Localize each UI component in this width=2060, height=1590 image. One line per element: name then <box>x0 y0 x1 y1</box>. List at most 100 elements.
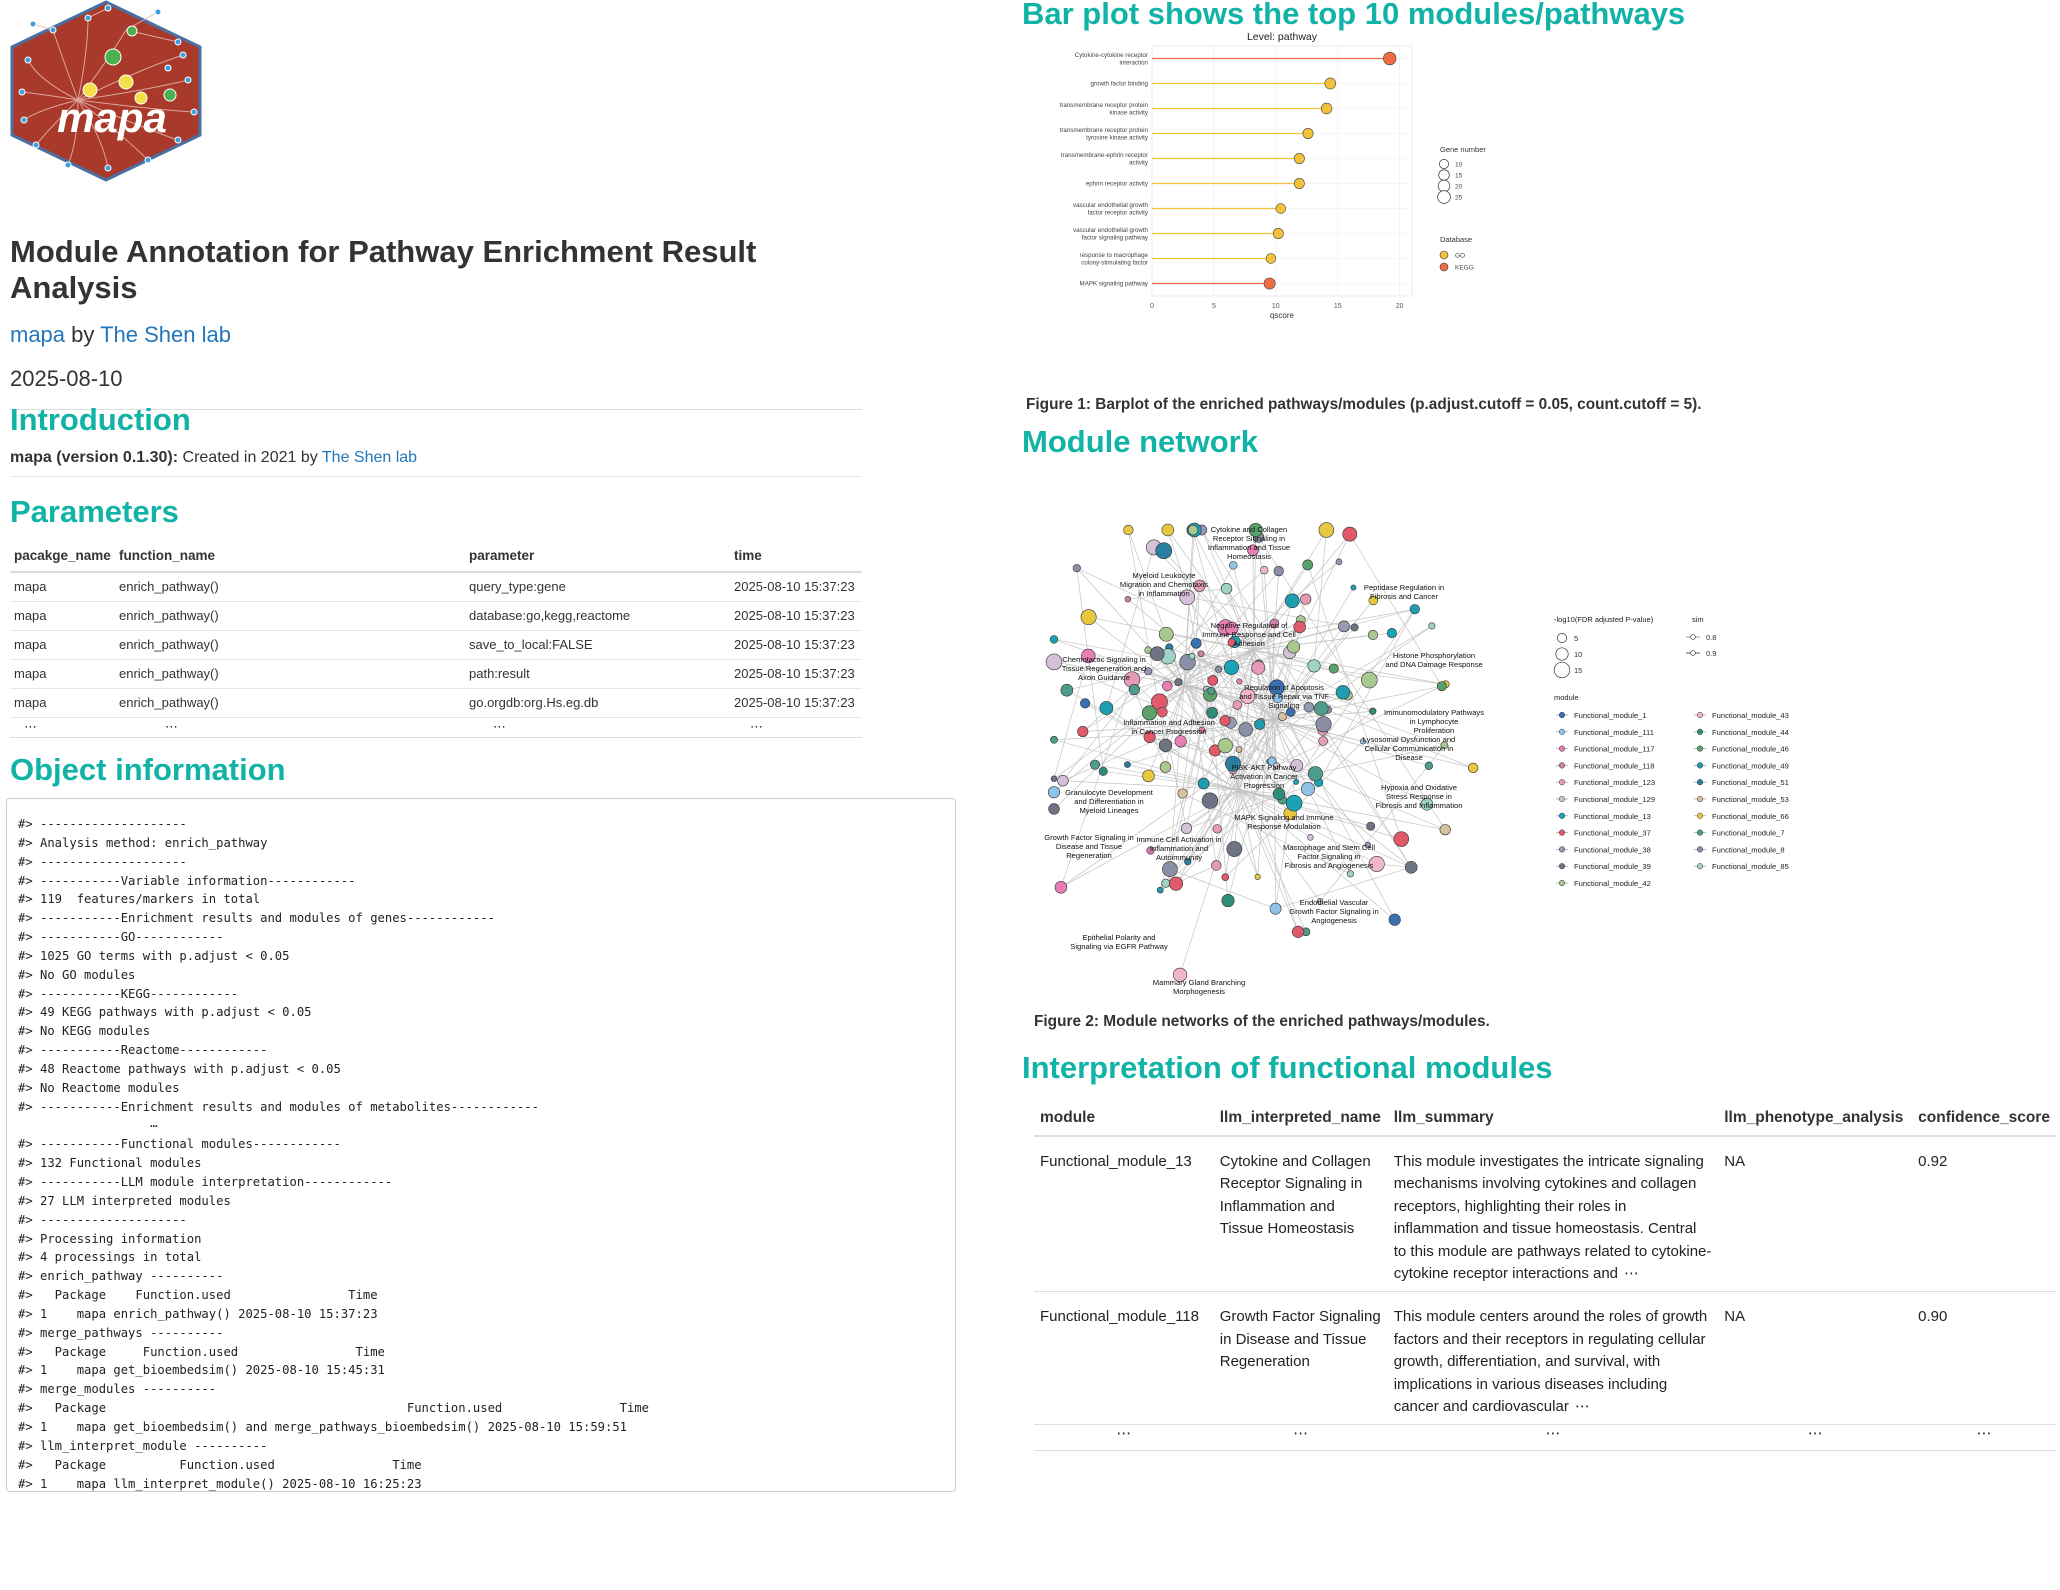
column-header: llm_interpreted_name <box>1213 1100 1388 1137</box>
network-edge <box>1053 661 1185 686</box>
network-node-label: Hypoxia and Oxidative Stress Response in F… <box>1376 783 1463 810</box>
network-node <box>1172 967 1188 982</box>
network-node-label: Chemotactic Signaling in Tissue Regenerat… <box>1062 655 1147 682</box>
network-node <box>1225 755 1241 772</box>
created-lab-link[interactable]: The Shen lab <box>321 449 418 466</box>
legend-module-key <box>1558 711 1566 719</box>
network-edge <box>1088 655 1185 686</box>
network-node <box>1302 559 1314 571</box>
network-edge <box>1238 789 1258 877</box>
network-node <box>1284 593 1300 609</box>
network-edge <box>1253 564 1308 651</box>
network-node-label: Cytokine and Collagen Receptor Signaling … <box>1208 525 1290 561</box>
network-edge <box>1060 679 1133 888</box>
y-tick-label: vascular endothelial growth factor signal… <box>1073 227 1149 241</box>
bar-point <box>1383 51 1397 66</box>
network-edge <box>1257 667 1396 920</box>
network-node <box>1424 761 1434 770</box>
table-cell-summary: This module centers around the roles of … <box>1387 1291 1719 1426</box>
network-node <box>1080 609 1097 626</box>
network-node <box>1350 584 1357 591</box>
x-tick-label: 20 <box>1396 303 1404 310</box>
network-node <box>1366 821 1376 831</box>
table-row: mapa enrich_pathway() query_type:gene 2025-… <box>10 572 862 602</box>
network-node <box>1254 719 1266 730</box>
column-header: llm_phenotype_analysis <box>1718 1100 1913 1137</box>
network-node <box>1404 861 1418 874</box>
network-node <box>1286 707 1296 717</box>
legend-module-key <box>1558 846 1566 853</box>
lab-link[interactable]: The Shen lab <box>100 322 231 347</box>
package-link[interactable]: mapa <box>10 322 66 347</box>
network-node-label: Epithelial Polarity and Signaling via EGF… <box>1070 933 1168 951</box>
bar-point <box>1324 77 1337 90</box>
legend-size-key <box>1557 633 1567 643</box>
network-node <box>1124 761 1131 768</box>
network-edge <box>1195 585 1200 644</box>
network-edge <box>1127 588 1227 600</box>
network-node <box>1077 726 1089 738</box>
code-output-text: #> -------------------- #> Analysis metho… <box>18 815 649 1493</box>
bar-point <box>1293 178 1305 189</box>
code-line: #> 132 Functional modules <box>18 1156 202 1171</box>
code-line: #> No KEGG modules <box>18 1024 151 1039</box>
network-nodes <box>1045 522 1479 982</box>
network-node-label: Inflammation and Adhesion in Cancer Progr… <box>1123 718 1215 736</box>
legend-label: 10 <box>1455 161 1463 168</box>
network-edge <box>1127 764 1240 791</box>
ellipsis-cell: ⋯ <box>1213 1424 1388 1452</box>
network-node <box>1315 716 1332 733</box>
network-edge <box>1106 707 1240 791</box>
table-cell: enrich_pathway() <box>115 630 465 660</box>
barplot-chart: Level: pathway 0 5 10 15 20 qscore Cytokine-cyt… <box>1060 31 1487 320</box>
network-node <box>1187 524 1199 536</box>
bar-point <box>1320 102 1333 115</box>
legend-module-key <box>1558 779 1566 786</box>
table-cell: enrich_pathway() <box>115 688 465 718</box>
byline-by: by <box>65 322 101 347</box>
legend-label: Functional_module_117 <box>1574 745 1655 754</box>
network-node <box>1080 698 1091 709</box>
legend-module-key <box>1696 795 1704 803</box>
x-tick-label: 10 <box>1272 303 1280 310</box>
network-node <box>1300 593 1312 605</box>
network-edge <box>1273 625 1433 721</box>
legend-color-key <box>1439 250 1449 260</box>
ellipsis-cell: ⋯ <box>1912 1424 2056 1452</box>
legend-size-key <box>1438 169 1450 181</box>
network-node <box>1226 841 1243 857</box>
legend-label: KEGG <box>1455 264 1474 271</box>
network-edge <box>1053 655 1089 779</box>
network-node <box>1285 794 1303 812</box>
legend-size-key <box>1553 661 1571 679</box>
legend-label: Functional_module_118 <box>1574 761 1655 770</box>
table-cell: go.orgdb:org.Hs.eg.db <box>465 688 730 718</box>
network-edge <box>1273 627 1355 721</box>
network-edge <box>1183 626 1300 686</box>
network-node <box>1098 766 1108 776</box>
code-line: #> merge_modules ---------- <box>18 1382 217 1397</box>
network-node <box>1161 878 1171 888</box>
y-tick-label: ephrin receptor activity <box>1086 181 1149 188</box>
network-node <box>1180 822 1193 835</box>
network-edge <box>1252 550 1255 651</box>
network-edge <box>1175 709 1328 884</box>
network-edge <box>1169 684 1185 870</box>
network-node <box>1272 787 1286 801</box>
x-tick-label: 5 <box>1212 303 1216 310</box>
network-node <box>1197 777 1210 790</box>
network-node <box>1198 726 1206 734</box>
cell-text: 0.92 <box>1918 1153 1948 1170</box>
legend-label: Functional_module_1 <box>1574 711 1647 720</box>
network-node <box>1206 706 1218 719</box>
network-edge <box>1165 789 1240 884</box>
network-node-label: Histone Phosphorylation and DNA Damage Re… <box>1385 651 1483 669</box>
legend-label: 10 <box>1574 650 1582 659</box>
table-cell: 2025-08-10 15:37:23 <box>730 601 862 631</box>
legend-module-key <box>1696 762 1704 769</box>
network-node <box>1293 620 1306 634</box>
document-title: Module Annotation for Pathway Enrichment… <box>10 234 757 305</box>
code-line: #> Processing information <box>18 1231 202 1246</box>
network-node <box>1050 775 1058 782</box>
table-row: mapa enrich_pathway() save_to_local:FALSE 2… <box>10 630 862 660</box>
